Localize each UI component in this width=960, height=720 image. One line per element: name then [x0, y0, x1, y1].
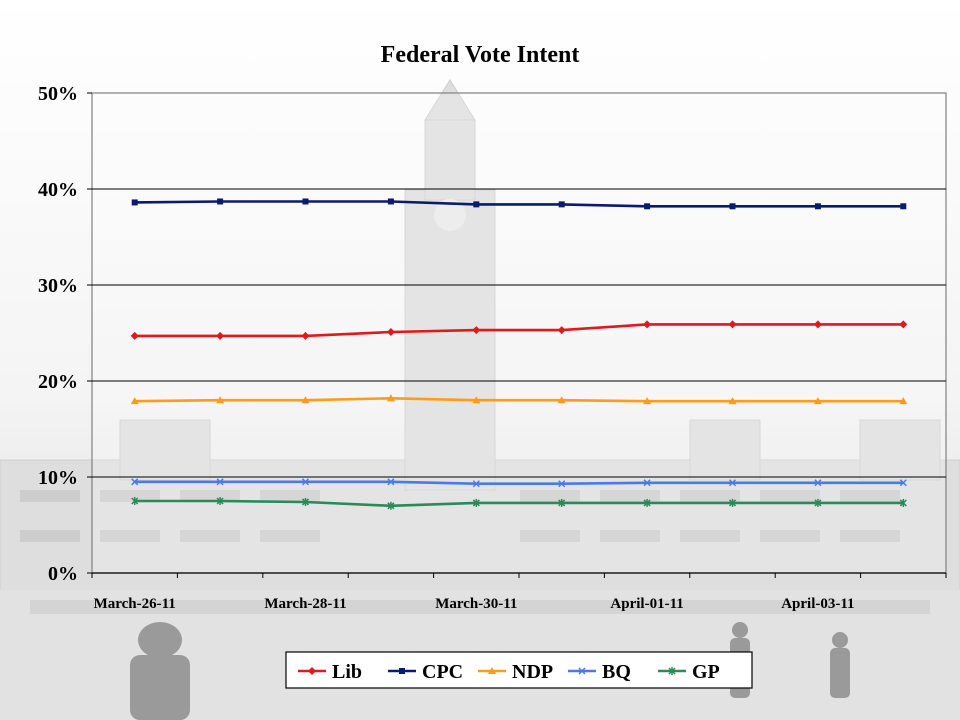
x-tick-label: March-30-11 — [435, 596, 517, 612]
x-tick-label: April-01-11 — [610, 596, 683, 612]
data-point — [387, 198, 394, 205]
legend-item-gp: GP — [658, 661, 720, 683]
legend-item-ndp: NDP — [478, 661, 553, 683]
series-line — [134, 480, 904, 486]
legend-marker — [308, 667, 316, 675]
series-layer — [130, 198, 908, 510]
series-line — [134, 396, 904, 403]
y-tick-label: 10% — [38, 467, 78, 489]
data-point — [302, 198, 309, 205]
data-point — [216, 497, 224, 505]
data-point — [558, 480, 566, 488]
legend-item-cpc: CPC — [388, 661, 463, 683]
data-point — [644, 203, 651, 210]
legend-item-lib: Lib — [298, 661, 362, 683]
plot-area — [91, 92, 947, 574]
series-line — [134, 323, 904, 338]
data-point — [301, 478, 310, 486]
legend-marker — [668, 667, 676, 675]
legend: Lib CPC NDP BQ GP — [285, 651, 753, 689]
legend-marker — [578, 667, 586, 675]
data-point — [643, 320, 652, 329]
data-point — [386, 394, 395, 402]
data-point — [386, 328, 395, 337]
legend-label: CPC — [422, 661, 463, 683]
data-point — [643, 397, 652, 405]
data-point — [216, 331, 225, 340]
data-point — [130, 331, 139, 340]
data-point — [301, 396, 310, 404]
data-point — [387, 501, 395, 510]
data-point — [728, 479, 737, 487]
data-point — [728, 320, 737, 329]
x-axis-tick-labels: March-26-11 March-28-11 March-30-11 April-0… — [94, 596, 855, 612]
series-lib — [130, 320, 908, 340]
data-point — [899, 498, 907, 507]
data-point — [387, 478, 395, 486]
data-point — [900, 203, 907, 210]
legend-marker — [399, 668, 405, 674]
legend-label: NDP — [512, 661, 553, 683]
series-gp — [131, 497, 907, 510]
data-point — [558, 201, 565, 208]
data-point — [216, 396, 225, 404]
legend-label: GP — [692, 661, 720, 683]
y-tick-label: 30% — [38, 275, 78, 297]
data-point — [131, 478, 139, 486]
x-tick-label: March-28-11 — [264, 596, 346, 612]
data-point — [899, 397, 908, 405]
data-point — [728, 397, 737, 405]
legend-label: BQ — [602, 661, 631, 683]
data-point — [217, 198, 224, 205]
data-point — [473, 201, 480, 208]
data-point — [130, 397, 139, 405]
data-point — [557, 326, 566, 335]
x-tick-label: March-26-11 — [94, 596, 176, 612]
chart-title: Federal Vote Intent — [381, 42, 580, 68]
gridlines — [87, 92, 947, 578]
data-point — [472, 396, 481, 404]
y-tick-label: 0% — [48, 563, 78, 585]
data-point — [813, 320, 822, 329]
data-point — [301, 331, 310, 340]
data-point — [558, 498, 566, 507]
legend-item-bq: BQ — [568, 661, 631, 683]
data-point — [813, 397, 822, 405]
data-point — [899, 479, 907, 487]
data-point — [643, 479, 651, 487]
x-tick-label: April-03-11 — [781, 596, 854, 612]
data-point — [814, 203, 821, 210]
data-point — [216, 478, 224, 486]
data-point — [131, 199, 138, 206]
data-point — [301, 497, 310, 506]
y-tick-label: 20% — [38, 371, 78, 393]
legend-label: Lib — [332, 661, 362, 683]
data-point — [814, 498, 822, 507]
y-tick-label: 40% — [38, 179, 78, 201]
data-point — [814, 479, 822, 487]
data-point — [729, 203, 736, 210]
data-point — [899, 320, 908, 329]
series-cpc — [131, 198, 907, 210]
data-point — [472, 326, 481, 335]
data-point — [472, 498, 480, 507]
series-bq — [131, 478, 907, 488]
data-point — [643, 498, 651, 507]
data-point — [728, 498, 737, 507]
data-point — [131, 497, 139, 505]
legend-marker — [488, 667, 496, 674]
y-tick-label: 50% — [38, 83, 78, 105]
series-line — [134, 200, 904, 208]
data-point — [472, 480, 480, 488]
series-line — [134, 499, 904, 508]
data-point — [557, 396, 566, 404]
series-ndp — [130, 394, 908, 405]
y-axis-tick-labels: 0% 10% 20% 30% 40% 50% — [38, 83, 78, 585]
